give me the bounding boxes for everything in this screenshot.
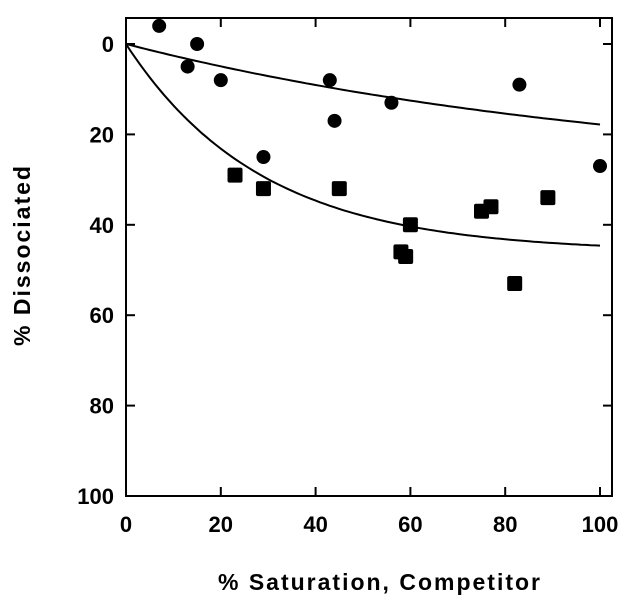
y-tick-labels: 0 20 40 60 80 100 <box>77 32 114 509</box>
y-tick-label: 80 <box>90 394 114 419</box>
circle-point <box>593 159 607 174</box>
y-tick-label: 100 <box>77 484 114 509</box>
circle-point <box>512 77 527 92</box>
x-tick-label: 0 <box>120 512 132 537</box>
fit-curves <box>125 43 601 247</box>
x-tick-label: 20 <box>209 512 233 537</box>
x-tick-label: 60 <box>398 512 422 537</box>
x-tick-labels: 0 20 40 60 80 100 <box>120 512 618 537</box>
circle-point <box>213 73 228 88</box>
circle-point <box>190 37 205 51</box>
x-axis-title: % Saturation, Competitor <box>218 569 542 595</box>
square-point <box>331 181 347 197</box>
circle-point <box>322 73 337 88</box>
y-tick-label: 20 <box>90 122 114 147</box>
x-tick-label: 40 <box>303 512 327 537</box>
y-tick-label: 0 <box>102 32 114 57</box>
y-tick-label: 40 <box>90 213 114 238</box>
square-point <box>507 276 523 292</box>
circle-point <box>180 59 195 74</box>
square-point <box>540 190 556 206</box>
circle-point <box>384 95 399 110</box>
fit-curve-2 <box>125 43 601 247</box>
square-point <box>227 167 243 183</box>
square-point <box>483 199 499 215</box>
axis-ticks <box>125 18 612 497</box>
data-points <box>152 18 607 292</box>
x-tick-label: 100 <box>582 512 619 537</box>
square-point <box>398 248 414 264</box>
square-point <box>255 181 271 197</box>
circle-point <box>152 18 167 33</box>
plot-border <box>125 17 613 497</box>
x-tick-label: 80 <box>493 512 517 537</box>
circle-point <box>327 113 342 128</box>
fit-curve-1 <box>125 43 601 126</box>
plot-frame <box>125 17 613 497</box>
y-axis-title: % Dissociated <box>9 164 35 346</box>
square-point <box>402 217 418 233</box>
y-tick-label: 60 <box>90 303 114 328</box>
circle-point <box>256 150 271 164</box>
